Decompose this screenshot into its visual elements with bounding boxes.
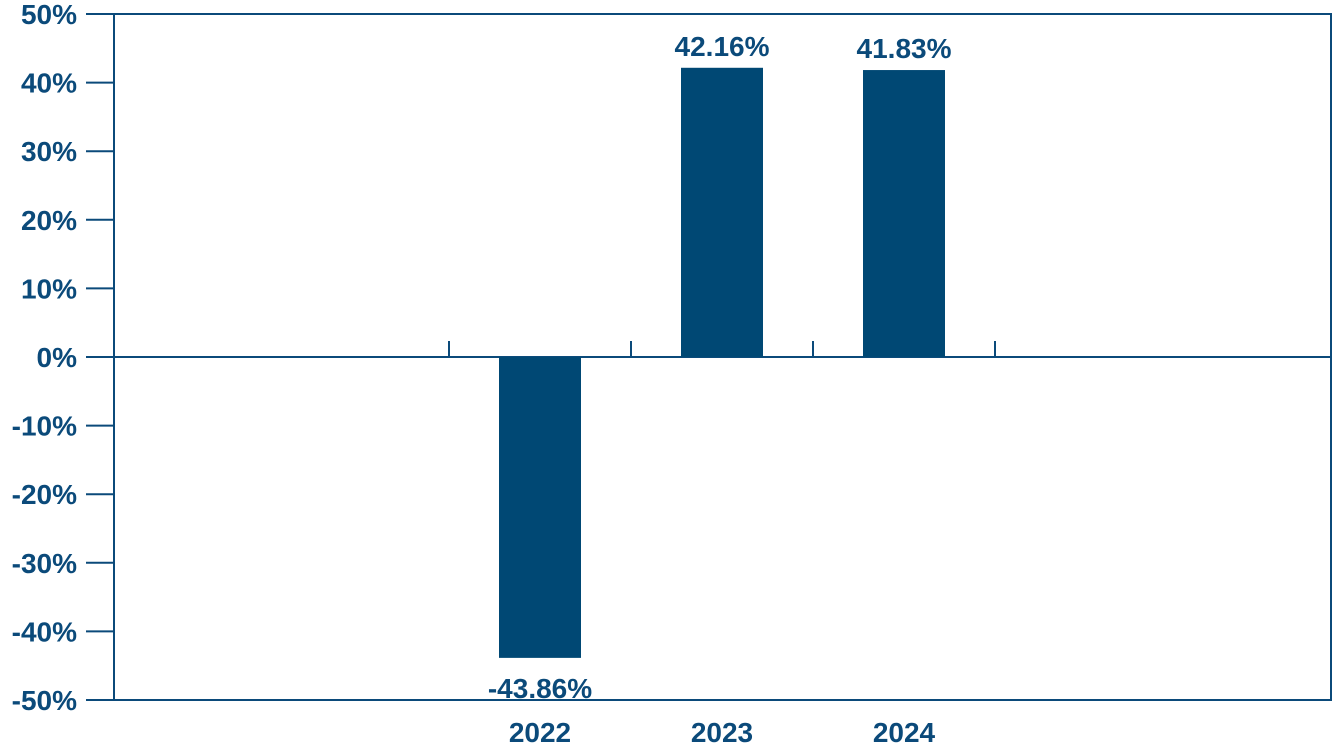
x-category-label: 2024 — [873, 717, 936, 743]
y-tick-label: -10% — [12, 411, 77, 442]
bar-2022 — [499, 357, 581, 658]
x-axis: 2022 2023 2024 — [114, 341, 1331, 743]
y-axis: 50% 40% 30% 20% 10% 0% -10% -20% -30% -40% -50% — [12, 0, 114, 716]
y-tick-label: 30% — [21, 136, 77, 167]
bar-2023 — [681, 67, 763, 357]
value-label-2024: 41.83% — [857, 33, 952, 64]
y-tick-label: -30% — [12, 548, 77, 579]
y-tick-label: 50% — [21, 0, 77, 30]
value-label-2023: 42.16% — [675, 31, 770, 62]
bars — [499, 67, 945, 658]
value-label-2022: -43.86% — [488, 673, 592, 704]
y-tick-label: -50% — [12, 685, 77, 716]
x-category-label: 2023 — [691, 717, 753, 743]
y-tick-label: 10% — [21, 273, 77, 304]
x-category-label: 2022 — [509, 717, 571, 743]
y-tick-label: 20% — [21, 205, 77, 236]
bar-2024 — [863, 70, 945, 357]
y-tick-label: -20% — [12, 479, 77, 510]
y-tick-label: 40% — [21, 68, 77, 99]
y-tick-label: -40% — [12, 616, 77, 647]
value-labels: -43.86% 42.16% 41.83% — [488, 31, 952, 704]
y-tick-label: 0% — [37, 342, 78, 373]
